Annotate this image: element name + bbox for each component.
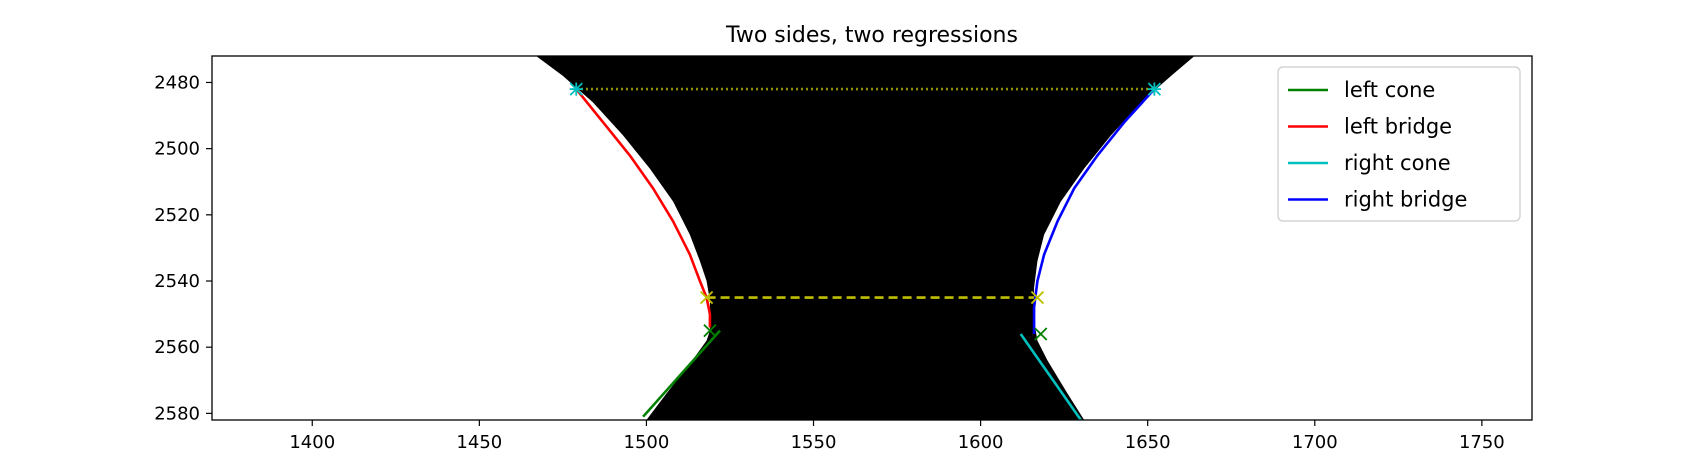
y-tick-label-2480: 2480 bbox=[154, 72, 200, 93]
y-axis: 2480 2500 2520 2540 2560 2580 bbox=[154, 72, 212, 424]
legend: left cone left bridge right cone right brid… bbox=[1277, 66, 1521, 222]
marker-x-4 bbox=[1030, 290, 1045, 305]
x-tick-label-1400: 1400 bbox=[289, 432, 335, 453]
plot-frame bbox=[211, 55, 1533, 421]
y-tick-label-2500: 2500 bbox=[154, 139, 200, 160]
y-tick-label-2580: 2580 bbox=[154, 403, 200, 424]
y-tick-label-2520: 2520 bbox=[154, 205, 200, 226]
legend-label-right-cone: right cone bbox=[1344, 151, 1451, 175]
legend-label-left-bridge: left bridge bbox=[1344, 115, 1452, 139]
x-tick-label-1600: 1600 bbox=[958, 432, 1004, 453]
marker-x-2 bbox=[1034, 327, 1048, 341]
y-tick-label-2540: 2540 bbox=[154, 271, 200, 292]
marker-star-5 bbox=[569, 82, 583, 96]
legend-box bbox=[1277, 66, 1521, 222]
series-left-cone bbox=[642, 329, 721, 418]
marker-star-6 bbox=[1147, 82, 1162, 96]
x-axis: 1400 1450 1500 1550 1600 1650 1700 1750 bbox=[289, 420, 1505, 453]
x-tick-label-1450: 1450 bbox=[456, 432, 502, 453]
marker-x-1 bbox=[703, 324, 717, 338]
marker-x-3 bbox=[699, 290, 714, 305]
legend-label-left-cone: left cone bbox=[1344, 78, 1435, 102]
x-tick-label-1550: 1550 bbox=[791, 432, 837, 453]
plot-area bbox=[536, 56, 1195, 420]
x-tick-label-1650: 1650 bbox=[1125, 432, 1171, 453]
series-left-bridge bbox=[575, 88, 712, 328]
chart-title: Two sides, two regressions bbox=[725, 23, 1018, 48]
silhouette-region bbox=[536, 56, 1195, 420]
x-tick-label-1700: 1700 bbox=[1292, 432, 1338, 453]
x-tick-label-1750: 1750 bbox=[1459, 432, 1505, 453]
series-right-cone bbox=[1019, 333, 1082, 420]
legend-label-right-bridge: right bridge bbox=[1344, 188, 1467, 212]
y-tick-label-2560: 2560 bbox=[154, 337, 200, 358]
x-tick-label-1500: 1500 bbox=[624, 432, 670, 453]
